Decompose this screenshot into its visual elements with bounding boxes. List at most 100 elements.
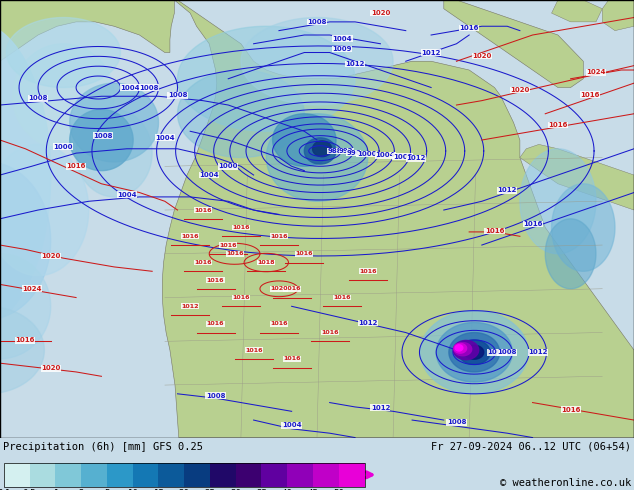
Text: 1016: 1016 — [283, 286, 301, 291]
Polygon shape — [520, 145, 634, 210]
Text: 1016: 1016 — [232, 225, 250, 230]
Text: 1016: 1016 — [523, 221, 542, 227]
Bar — [210, 463, 236, 487]
Polygon shape — [273, 114, 336, 166]
Text: 1008: 1008 — [139, 84, 158, 91]
Text: 1016: 1016 — [226, 251, 243, 256]
Text: 1020: 1020 — [510, 87, 529, 93]
Text: 1016: 1016 — [333, 295, 351, 300]
Polygon shape — [465, 345, 484, 359]
Polygon shape — [70, 83, 158, 162]
Text: 1008: 1008 — [29, 96, 48, 101]
Bar — [4, 463, 365, 487]
Polygon shape — [13, 44, 114, 149]
Text: 1004: 1004 — [282, 422, 301, 428]
Bar — [4, 463, 30, 487]
Text: 1000: 1000 — [54, 144, 73, 149]
Polygon shape — [444, 0, 583, 88]
Polygon shape — [0, 162, 51, 319]
Polygon shape — [552, 184, 615, 271]
Text: 1016: 1016 — [460, 25, 479, 31]
Polygon shape — [0, 0, 174, 61]
Bar — [81, 463, 107, 487]
Polygon shape — [545, 219, 596, 289]
Bar — [287, 463, 313, 487]
Text: 1008: 1008 — [307, 19, 327, 25]
Text: 35: 35 — [256, 489, 267, 490]
Text: 1012: 1012 — [422, 49, 441, 55]
Bar — [107, 463, 133, 487]
Text: 1016: 1016 — [270, 234, 288, 239]
Text: 1016: 1016 — [580, 92, 599, 98]
Text: 1004: 1004 — [333, 35, 352, 42]
Text: 1004: 1004 — [200, 172, 219, 178]
Text: 25: 25 — [204, 489, 216, 490]
Polygon shape — [552, 0, 602, 22]
Text: 1016: 1016 — [295, 251, 313, 256]
Text: 1012: 1012 — [358, 320, 377, 326]
Polygon shape — [6, 18, 120, 88]
Text: 1016: 1016 — [194, 208, 212, 213]
Polygon shape — [304, 138, 336, 164]
Text: 1016: 1016 — [548, 122, 567, 128]
Text: 5: 5 — [104, 489, 110, 490]
Text: 1020: 1020 — [41, 253, 60, 259]
Polygon shape — [455, 345, 463, 351]
Bar — [55, 463, 81, 487]
Text: 1016: 1016 — [219, 243, 237, 247]
Bar — [184, 463, 210, 487]
Text: Precipitation (6h) [mm] GFS 0.25: Precipitation (6h) [mm] GFS 0.25 — [3, 442, 203, 452]
Text: 2: 2 — [79, 489, 84, 490]
Polygon shape — [602, 0, 634, 31]
Text: 1012: 1012 — [346, 61, 365, 67]
Text: 1016: 1016 — [67, 163, 86, 169]
Bar — [313, 463, 339, 487]
Text: 1008: 1008 — [206, 392, 225, 398]
Text: 1020: 1020 — [371, 10, 390, 16]
Text: 1008: 1008 — [93, 133, 112, 139]
Polygon shape — [0, 22, 51, 328]
Polygon shape — [313, 141, 332, 157]
Text: 1016: 1016 — [194, 260, 212, 265]
Text: 1012: 1012 — [406, 155, 425, 161]
Polygon shape — [241, 18, 393, 105]
Polygon shape — [0, 306, 44, 394]
Text: 1020: 1020 — [472, 53, 491, 59]
Polygon shape — [436, 322, 512, 382]
Bar — [236, 463, 261, 487]
Polygon shape — [453, 341, 479, 360]
Text: 1012: 1012 — [498, 187, 517, 194]
Bar — [158, 463, 184, 487]
Polygon shape — [454, 343, 472, 356]
Text: 1016: 1016 — [359, 269, 377, 274]
Text: 1016: 1016 — [561, 407, 580, 413]
Text: 1004: 1004 — [120, 84, 139, 91]
Text: 10: 10 — [127, 489, 138, 490]
Text: 20: 20 — [179, 489, 190, 490]
Text: 1016: 1016 — [181, 234, 199, 239]
Text: 996: 996 — [347, 150, 361, 156]
Text: 0.5: 0.5 — [23, 489, 36, 490]
Text: 1: 1 — [53, 489, 58, 490]
Text: 1016: 1016 — [485, 228, 504, 234]
Text: Fr 27-09-2024 06..12 UTC (06+54): Fr 27-09-2024 06..12 UTC (06+54) — [431, 442, 631, 452]
Text: © weatheronline.co.uk: © weatheronline.co.uk — [500, 478, 631, 488]
Polygon shape — [70, 109, 133, 171]
Text: 1020: 1020 — [257, 260, 275, 265]
Text: 1020: 1020 — [41, 366, 60, 371]
Text: 1008: 1008 — [498, 349, 517, 355]
Text: 1016: 1016 — [207, 321, 224, 326]
Text: 1016: 1016 — [245, 347, 262, 353]
Text: 988: 988 — [327, 148, 342, 154]
Text: 1016: 1016 — [16, 338, 35, 343]
Polygon shape — [162, 0, 634, 438]
Text: 1016: 1016 — [232, 295, 250, 300]
Text: 1020: 1020 — [270, 286, 288, 291]
Polygon shape — [0, 145, 89, 276]
Text: 45: 45 — [307, 489, 318, 490]
Polygon shape — [449, 333, 500, 372]
Text: 30: 30 — [230, 489, 241, 490]
Text: 1009: 1009 — [333, 46, 352, 52]
Text: 1024: 1024 — [586, 69, 605, 75]
Text: 50: 50 — [333, 489, 344, 490]
